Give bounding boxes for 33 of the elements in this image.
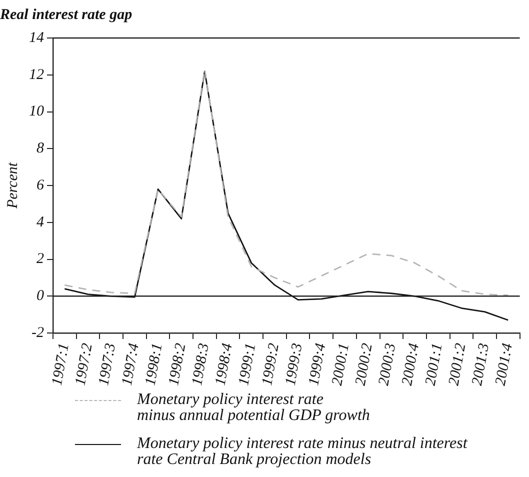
x-tick-label: 1999:3 xyxy=(282,342,306,387)
x-tick-label: 1998:4 xyxy=(212,342,236,387)
x-tick-label: 1999:2 xyxy=(259,342,283,387)
y-tick-label: 6 xyxy=(36,177,44,194)
x-tick-label: 2001:1 xyxy=(422,342,446,387)
x-tick-label: 1999:4 xyxy=(306,342,330,387)
chart-title: Real interest rate gap xyxy=(0,6,133,23)
y-tick-label: 8 xyxy=(36,140,44,157)
x-tick-label: 2001:3 xyxy=(469,342,493,387)
x-tick-label: 2001:4 xyxy=(492,342,516,387)
y-tick-label: 10 xyxy=(29,104,44,120)
x-tick-label: 1997:3 xyxy=(96,342,120,387)
y-tick-label: 0 xyxy=(36,288,44,304)
x-tick-label: 1999:1 xyxy=(236,342,260,387)
y-tick-label: 14 xyxy=(29,30,44,46)
legend-label: Monetary policy interest rate minus neutral interest rate Central Bank projection models xyxy=(137,435,468,468)
x-tick-label: 2000:3 xyxy=(376,342,400,387)
x-tick-label: 1998:1 xyxy=(142,342,166,387)
y-tick-label: 2 xyxy=(36,251,44,268)
x-tick-label: 1997:1 xyxy=(49,342,72,387)
x-tick-label: 1997:2 xyxy=(72,342,96,387)
y-axis-title: Percent xyxy=(4,162,21,210)
x-tick-label: 2000:4 xyxy=(399,342,423,387)
x-tick-label: 2001:2 xyxy=(446,342,470,387)
x-tick-label: 1997:4 xyxy=(119,342,143,387)
x-tick-label: 2000:1 xyxy=(329,342,353,387)
y-tick-label: 4 xyxy=(36,214,44,230)
y-tick-label: 12 xyxy=(29,66,44,83)
legend-label: Monetary policy interest rate minus annual potential GDP growth xyxy=(137,391,370,424)
y-tick-label: -2 xyxy=(32,324,44,341)
x-tick-label: 1998:3 xyxy=(189,342,213,387)
x-tick-label: 1998:2 xyxy=(166,342,190,387)
x-tick-label: 2000:2 xyxy=(352,342,376,387)
